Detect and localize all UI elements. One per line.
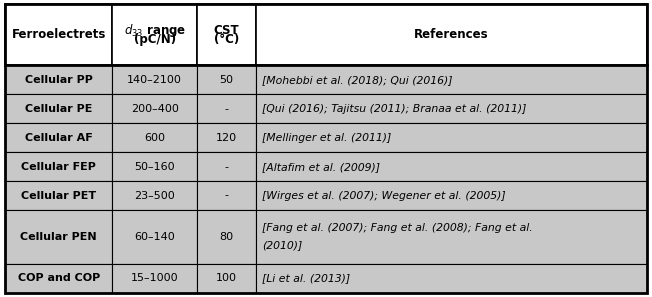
Bar [256,264,647,293]
Bar [197,181,256,210]
Text: 60–140: 60–140 [134,232,175,242]
Text: 120: 120 [216,133,237,143]
Text: [Qui (2016); Tajitsu (2011); Branaa et al. (2011)]: [Qui (2016); Tajitsu (2011); Branaa et a… [262,104,526,114]
Bar [5,123,112,152]
Bar [5,4,112,65]
Bar [112,264,197,293]
Text: CST: CST [214,23,239,37]
Text: 600: 600 [144,133,165,143]
Bar [197,94,256,123]
Bar [5,210,112,264]
Text: [Altafim et al. (2009)]: [Altafim et al. (2009)] [262,162,380,172]
Text: Cellular PP: Cellular PP [25,75,93,85]
Bar [112,210,197,264]
Bar [256,94,647,123]
Bar [112,65,197,94]
Bar [256,152,647,181]
Text: Cellular FEP: Cellular FEP [22,162,96,172]
Text: 100: 100 [216,273,237,283]
Text: $\mathit{d}_{33}$ range: $\mathit{d}_{33}$ range [124,22,186,39]
Bar [197,210,256,264]
Text: Ferroelectrets: Ferroelectrets [12,28,106,41]
Bar [112,94,197,123]
Text: (2010)]: (2010)] [262,240,302,250]
Bar [5,181,112,210]
Bar [112,181,197,210]
Text: -: - [224,162,229,172]
Text: Cellular PE: Cellular PE [25,104,93,114]
Bar [197,65,256,94]
Text: -: - [224,104,229,114]
Bar [197,152,256,181]
Bar [256,210,647,264]
Bar [197,264,256,293]
Bar [5,65,112,94]
Text: Cellular AF: Cellular AF [25,133,93,143]
Bar [5,94,112,123]
Text: Cellular PEN: Cellular PEN [20,232,97,242]
Text: 23–500: 23–500 [134,191,175,200]
Text: (°C): (°C) [214,33,239,46]
Bar [112,4,197,65]
Bar [197,4,256,65]
Bar [256,181,647,210]
Bar [256,4,647,65]
Text: 140–2100: 140–2100 [127,75,182,85]
Text: 200–400: 200–400 [131,104,179,114]
Text: [Mellinger et al. (2011)]: [Mellinger et al. (2011)] [262,133,391,143]
Text: [Mohebbi et al. (2018); Qui (2016)]: [Mohebbi et al. (2018); Qui (2016)] [262,75,452,85]
Text: 50–160: 50–160 [134,162,175,172]
Text: (pC/N): (pC/N) [134,33,176,46]
Bar [5,264,112,293]
Bar [112,123,197,152]
Text: 50: 50 [220,75,233,85]
Text: 15–1000: 15–1000 [131,273,179,283]
Bar [197,123,256,152]
Bar [5,152,112,181]
Text: Cellular PET: Cellular PET [22,191,96,200]
Text: References: References [414,28,489,41]
Text: [Wirges et al. (2007); Wegener et al. (2005)]: [Wirges et al. (2007); Wegener et al. (2… [262,191,505,200]
Text: 80: 80 [220,232,233,242]
Text: [Fang et al. (2007); Fang et al. (2008); Fang et al.: [Fang et al. (2007); Fang et al. (2008);… [262,224,533,233]
Bar [256,123,647,152]
Text: COP and COP: COP and COP [18,273,100,283]
Text: [Li et al. (2013)]: [Li et al. (2013)] [262,273,350,283]
Bar [112,152,197,181]
Bar [256,65,647,94]
Text: -: - [224,191,229,200]
